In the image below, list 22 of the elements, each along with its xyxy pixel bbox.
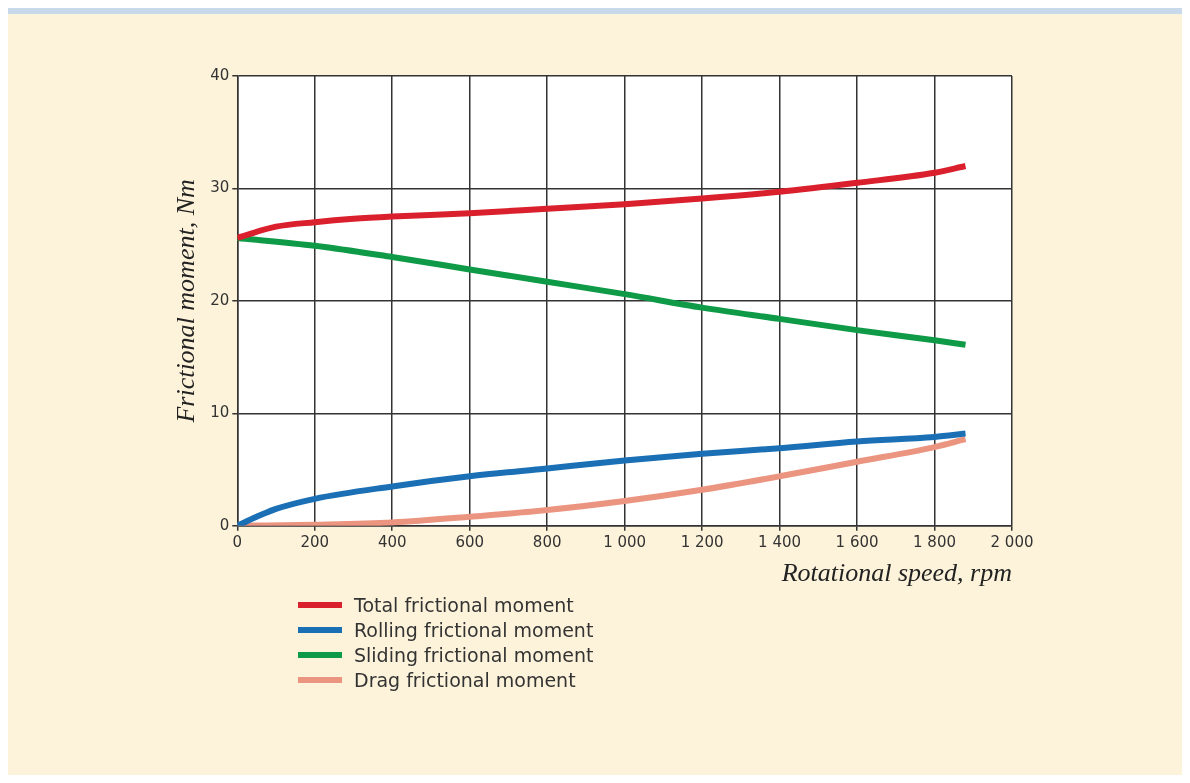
legend-label: Sliding frictional moment	[354, 644, 594, 666]
y-tick-label: 40	[210, 65, 230, 84]
legend-label: Total frictional moment	[354, 594, 574, 616]
x-tick-label: 1 400	[758, 532, 802, 551]
x-tick-label: 1 000	[603, 532, 647, 551]
y-tick-label: 0	[219, 515, 230, 534]
x-tick-label: 2 000	[990, 532, 1034, 551]
x-tick-label: 600	[455, 532, 485, 551]
y-tick-label: 10	[210, 403, 230, 422]
y-tick-label: 20	[210, 290, 230, 309]
x-tick-label: 800	[532, 532, 562, 551]
x-tick-label: 0	[232, 532, 243, 551]
legend-label: Rolling frictional moment	[354, 619, 594, 641]
legend-label: Drag frictional moment	[354, 669, 576, 691]
x-tick-label: 1 800	[913, 532, 957, 551]
x-axis-title: Rotational speed, rpm	[780, 558, 1012, 588]
x-tick-label: 400	[377, 532, 407, 551]
y-tick-label: 30	[210, 178, 230, 197]
x-tick-label: 200	[300, 532, 330, 551]
y-axis-title: Frictional moment, Nm	[171, 179, 201, 424]
x-tick-label: 1 200	[680, 532, 724, 551]
x-tick-label: 1 600	[835, 532, 879, 551]
